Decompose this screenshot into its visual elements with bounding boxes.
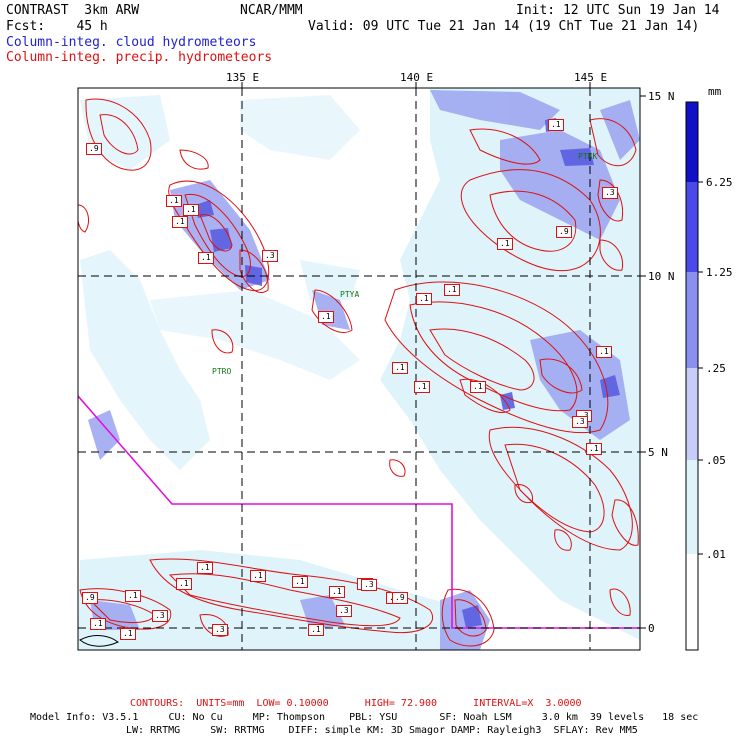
- station-ptkk: PTKK: [578, 152, 598, 161]
- contour-label: .1: [292, 576, 308, 588]
- contour-label: .9: [86, 143, 102, 155]
- colorbar: [685, 101, 703, 651]
- model-info-line2: LW: RRTMG SW: RRTMG DIFF: simple KM: 3D …: [126, 725, 638, 736]
- colorbar-unit: mm: [708, 85, 722, 98]
- contour-label: .1: [318, 311, 334, 323]
- map-frame: [77, 87, 641, 651]
- contour-label: .9: [82, 592, 98, 604]
- contour-label: .3: [336, 605, 352, 617]
- lat-label-15n: 15 N: [648, 90, 675, 103]
- contour-label: .1: [497, 238, 513, 250]
- lat-label-10n: 10 N: [648, 270, 675, 283]
- contour-label: .3: [152, 610, 168, 622]
- contour-label: .3: [572, 416, 588, 428]
- contour-label: .3: [361, 579, 377, 591]
- lat-label-0: 0: [648, 622, 655, 635]
- contour-label: .3: [262, 250, 278, 262]
- colorbar-level-025: .25: [706, 362, 726, 375]
- contour-label: .1: [125, 590, 141, 602]
- contour-label: .1: [470, 381, 486, 393]
- colorbar-level-001: .01: [706, 548, 726, 561]
- coastline: [79, 635, 119, 647]
- lon-label-145: 145 E: [574, 71, 608, 84]
- field-label-cloud: Column-integ. cloud hydrometeors: [6, 35, 257, 50]
- contour-label: .1: [596, 346, 612, 358]
- contour-label: .1: [329, 586, 345, 598]
- contour-label: .1: [198, 252, 214, 264]
- valid-time: Valid: 09 UTC Tue 21 Jan 14 (19 ChT Tue …: [308, 19, 700, 34]
- colorbar-level-125: 1.25: [706, 266, 733, 279]
- lon-label-135: 135 E: [226, 71, 260, 84]
- contour-label: .9: [392, 592, 408, 604]
- model-title: CONTRAST 3km ARW: [6, 3, 140, 18]
- lat-label-5n: 5 N: [648, 446, 668, 459]
- contour-label: .1: [176, 578, 192, 590]
- station-ptya: PTYA: [340, 290, 360, 299]
- contour-label: .1: [548, 119, 564, 131]
- field-label-precip: Column-integ. precip. hydrometeors: [6, 50, 273, 65]
- ticks: [241, 82, 646, 629]
- forecast-hour: Fcst: 45 h: [6, 19, 108, 34]
- contour-label: .1: [414, 381, 430, 393]
- colorbar-level-625: 6.25: [706, 176, 733, 189]
- lon-label-140: 140 E: [400, 71, 434, 84]
- contour-label: .1: [183, 204, 199, 216]
- contour-label: .1: [172, 216, 188, 228]
- contour-info: CONTOURS: UNITS=mm LOW= 0.10000 HIGH= 72…: [130, 698, 582, 709]
- cloud-shading: [78, 88, 640, 650]
- contour-label: .1: [197, 562, 213, 574]
- contour-label: .1: [90, 618, 106, 630]
- model-info-line1: Model Info: V3.5.1 CU: No Cu MP: Thompso…: [30, 712, 699, 723]
- contour-label: .1: [444, 284, 460, 296]
- contour-label: .3: [212, 624, 228, 636]
- contour-label: .3: [602, 187, 618, 199]
- contour-label: .1: [166, 195, 182, 207]
- precip-contours: [78, 98, 639, 647]
- contour-label: .1: [586, 443, 602, 455]
- contour-label: .1: [250, 570, 266, 582]
- graticule: [78, 88, 640, 650]
- contour-label: .1: [392, 362, 408, 374]
- contour-label: .1: [308, 624, 324, 636]
- contour-label: .1: [120, 628, 136, 640]
- colorbar-level-005: .05: [706, 454, 726, 467]
- contour-label: .9: [556, 226, 572, 238]
- institution: NCAR/MMM: [240, 3, 303, 18]
- init-time: Init: 12 UTC Sun 19 Jan 14: [516, 3, 720, 18]
- contour-label: .1: [416, 293, 432, 305]
- station-ptro: PTRO: [212, 367, 232, 376]
